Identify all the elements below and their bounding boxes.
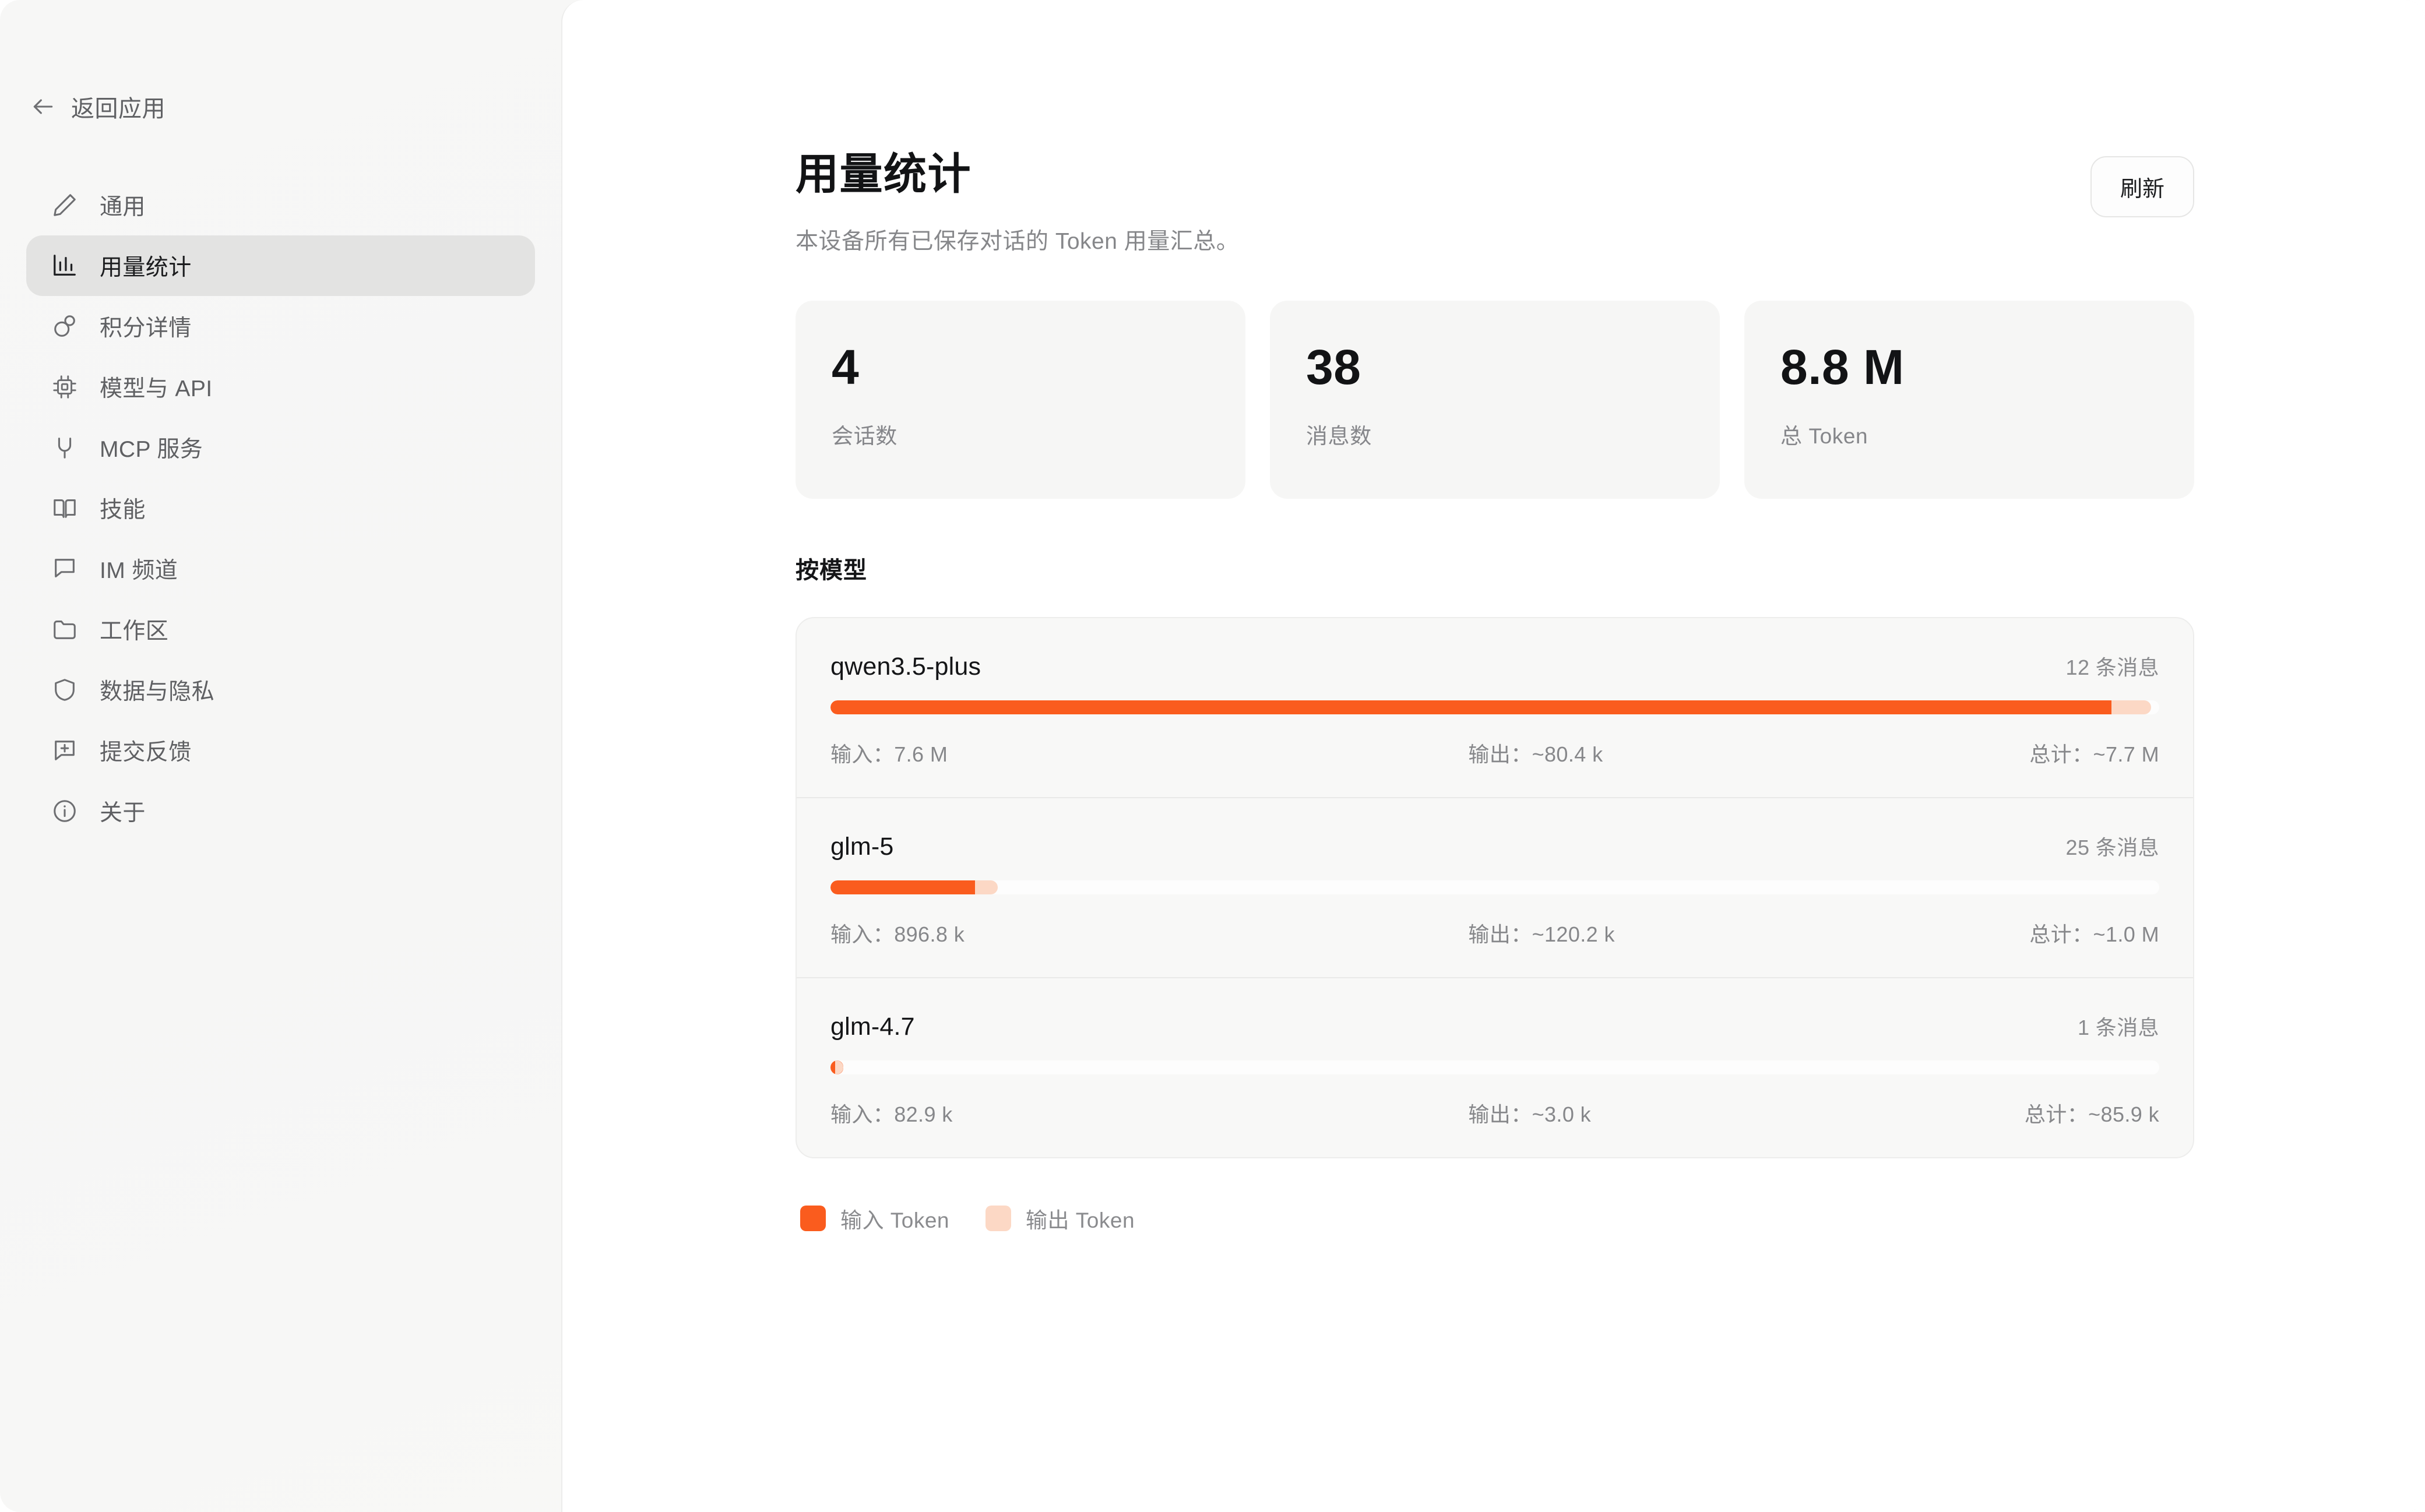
usage-bar (830, 880, 2159, 894)
back-to-app-button[interactable]: 返回应用 (30, 90, 223, 124)
sidebar-item-about[interactable]: 关于 (26, 781, 535, 841)
sidebar-item-label: 工作区 (100, 619, 169, 644)
model-message-count: 12 条消息 (2065, 655, 2159, 679)
model-total-tokens: 总计：~85.9 k (2024, 1102, 2159, 1126)
stat-label: 消息数 (1306, 424, 1372, 448)
shield-icon (51, 676, 78, 703)
book-icon (51, 495, 78, 521)
stat-value: 8.8 M (1780, 340, 1905, 394)
sidebar-item-label: 模型与 API (100, 376, 213, 401)
sidebar-item-label: 关于 (100, 801, 146, 826)
legend-label: 输出 Token (1026, 1208, 1135, 1232)
model-total-tokens: 总计：~1.0 M (2029, 922, 2159, 946)
chart-legend: 输入 Token 输出 Token (796, 1203, 2194, 1234)
sidebar-item-usage-stats[interactable]: 用量统计 (26, 235, 535, 296)
model-total-tokens: 总计：~7.7 M (2029, 742, 2159, 766)
model-message-count: 25 条消息 (2065, 836, 2159, 859)
stat-label: 总 Token (1780, 424, 1868, 448)
sidebar-item-label: 用量统计 (100, 255, 192, 280)
sidebar-item-skills[interactable]: 技能 (26, 478, 535, 538)
bar-chart-icon (51, 252, 78, 279)
main-panel: 用量统计 本设备所有已保存对话的 Token 用量汇总。 刷新 4 会话数 38… (561, 0, 2425, 1512)
model-input-tokens: 输入：7.6 M (830, 742, 948, 766)
model-output-tokens: 输出：~120.2 k (1468, 922, 1615, 946)
stat-card-sessions: 4 会话数 (796, 301, 1245, 499)
sidebar-item-label: 通用 (100, 195, 146, 220)
arrow-left-icon (30, 94, 56, 119)
usage-bar-output-segment (835, 1060, 843, 1074)
sidebar-item-label: 数据与隐私 (100, 679, 215, 704)
usage-bar-output-segment (2111, 700, 2151, 714)
usage-bar-input-segment (830, 700, 2120, 714)
sidebar-item-label: IM 频道 (100, 558, 178, 583)
model-input-tokens: 输入：82.9 k (830, 1102, 953, 1126)
info-icon (51, 798, 78, 824)
stat-card-total-tokens: 8.8 M 总 Token (1744, 301, 2194, 499)
model-usage-list: qwen3.5-plus 12 条消息 输入：7.6 M 输出：~80.4 k … (796, 617, 2194, 1158)
model-name: glm-4.7 (830, 1013, 915, 1041)
page-header-text: 用量统计 本设备所有已保存对话的 Token 用量汇总。 (796, 153, 1239, 256)
summary-stats: 4 会话数 38 消息数 8.8 M 总 Token (796, 301, 2194, 499)
stat-label: 会话数 (832, 424, 898, 448)
stat-value: 4 (832, 340, 860, 394)
legend-item-output: 输出 Token (986, 1203, 1135, 1234)
sidebar: 返回应用 通用 (0, 0, 561, 1512)
sidebar-item-im-channels[interactable]: IM 频道 (26, 538, 535, 599)
sidebar-item-feedback[interactable]: 提交反馈 (26, 720, 535, 781)
usage-bar (830, 700, 2159, 714)
back-to-app-label: 返回应用 (71, 96, 166, 122)
sidebar-item-label: 积分详情 (100, 316, 192, 341)
sidebar-item-credits[interactable]: 积分详情 (26, 296, 535, 357)
model-message-count: 1 条消息 (2077, 1016, 2159, 1039)
sidebar-item-mcp-services[interactable]: MCP 服务 (26, 417, 535, 478)
sidebar-item-label: 提交反馈 (100, 740, 192, 765)
usage-bar-input-segment (830, 880, 984, 894)
coins-icon (51, 313, 78, 340)
sidebar-item-workspace[interactable]: 工作区 (26, 599, 535, 660)
feedback-icon (51, 737, 78, 764)
legend-item-input: 输入 Token (800, 1203, 949, 1234)
legend-swatch (986, 1206, 1012, 1231)
sidebar-item-models-api[interactable]: 模型与 API (26, 357, 535, 417)
sidebar-item-data-privacy[interactable]: 数据与隐私 (26, 660, 535, 720)
sidebar-item-label: 技能 (100, 498, 146, 523)
refresh-button[interactable]: 刷新 (2090, 156, 2194, 217)
page-subtitle: 本设备所有已保存对话的 Token 用量汇总。 (796, 229, 1240, 254)
stat-value: 38 (1306, 340, 1361, 394)
pencil-icon (51, 192, 78, 218)
model-input-tokens: 输入：896.8 k (830, 922, 965, 946)
sidebar-item-label: MCP 服务 (100, 437, 203, 462)
page-title: 用量统计 (796, 150, 972, 198)
model-output-tokens: 输出：~3.0 k (1468, 1102, 1592, 1126)
model-row: glm-4.7 1 条消息 输入：82.9 k 输出：~3.0 k 总计：~85… (797, 977, 2193, 1157)
usage-bar (830, 1060, 2159, 1074)
usage-bar-output-segment (975, 880, 998, 894)
section-title-by-model: 按模型 (796, 558, 867, 583)
chip-icon (51, 373, 78, 400)
sidebar-item-general[interactable]: 通用 (26, 175, 535, 235)
legend-label: 输入 Token (840, 1208, 950, 1232)
model-row: glm-5 25 条消息 输入：896.8 k 输出：~120.2 k 总计：~… (797, 797, 2193, 977)
stat-card-messages: 38 消息数 (1270, 301, 1720, 499)
page-header: 用量统计 本设备所有已保存对话的 Token 用量汇总。 刷新 (796, 153, 2194, 256)
legend-swatch (800, 1206, 826, 1231)
plug-icon (51, 434, 78, 461)
model-row: qwen3.5-plus 12 条消息 输入：7.6 M 输出：~80.4 k … (797, 618, 2193, 797)
model-name: glm-5 (830, 833, 894, 861)
model-name: qwen3.5-plus (830, 653, 981, 681)
model-output-tokens: 输出：~80.4 k (1468, 742, 1603, 766)
message-icon (51, 555, 78, 582)
sidebar-nav: 通用 用量统计 (0, 175, 561, 841)
folder-icon (51, 616, 78, 643)
